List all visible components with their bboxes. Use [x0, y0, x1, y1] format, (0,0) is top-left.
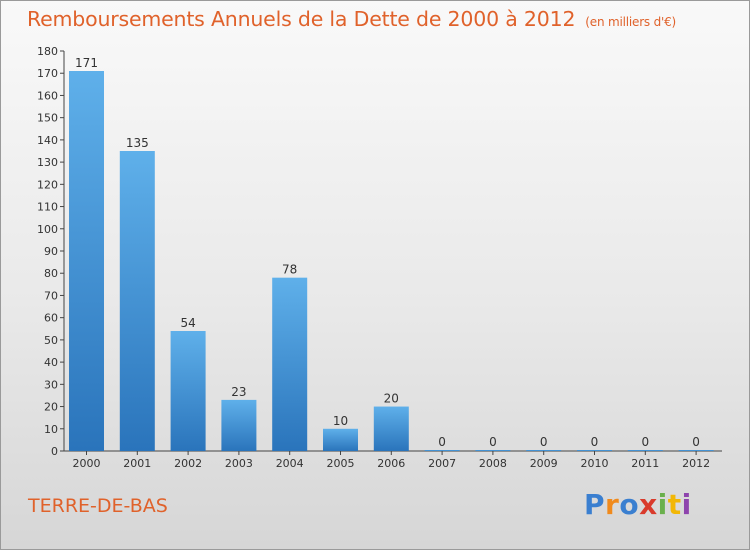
x-tick-label-2004: 2004: [276, 457, 304, 470]
x-tick-label-2007: 2007: [428, 457, 456, 470]
value-label-2011: 0: [641, 435, 649, 449]
y-tick-label: 30: [44, 378, 58, 391]
y-tick-label: 70: [44, 289, 58, 302]
x-tick-label-2010: 2010: [581, 457, 609, 470]
y-tick-label: 60: [44, 312, 58, 325]
bar-2002: [170, 331, 206, 451]
commune-name: TERRE-DE-BAS: [28, 495, 168, 517]
brand-letter: P: [584, 488, 606, 521]
value-label-2003: 23: [231, 385, 246, 399]
y-tick-label: 0: [51, 445, 58, 458]
bar-2007: [424, 450, 460, 451]
value-label-2009: 0: [540, 435, 548, 449]
y-tick-label: 160: [37, 89, 58, 102]
y-tick-label: 20: [44, 401, 58, 414]
bar-2009: [526, 450, 562, 451]
brand-letter: o: [619, 488, 640, 521]
y-tick-label: 80: [44, 267, 58, 280]
bars-group: [69, 71, 714, 451]
bar-2010: [577, 450, 612, 451]
bar-2011: [627, 450, 663, 451]
x-tick-label-2003: 2003: [225, 457, 253, 470]
value-label-2001: 135: [126, 136, 149, 150]
x-tick-label-2011: 2011: [631, 457, 659, 470]
y-tick-label: 170: [37, 67, 58, 80]
chart-title: Remboursements Annuels de la Dette de 20…: [27, 7, 676, 31]
brand-letter: i: [681, 488, 692, 521]
value-label-2010: 0: [591, 435, 599, 449]
y-tick-label: 100: [37, 223, 58, 236]
chart-unit: (en milliers d'€): [585, 15, 677, 29]
x-tick-label-2008: 2008: [479, 457, 507, 470]
bar-2000: [69, 71, 104, 451]
chart-title-text: Remboursements Annuels de la Dette de 20…: [27, 7, 576, 31]
labels-group: 1712000135200154200223200378200410200520…: [73, 56, 711, 470]
x-tick-label-2012: 2012: [682, 457, 710, 470]
bar-2005: [323, 428, 358, 451]
y-tick-label: 10: [44, 423, 58, 436]
value-label-2002: 54: [180, 316, 195, 330]
bar-2001: [119, 151, 155, 451]
bar-2006: [373, 406, 409, 451]
y-tick-label: 90: [44, 245, 58, 258]
x-tick-label-2001: 2001: [123, 457, 151, 470]
brand-letter: t: [667, 488, 682, 521]
value-label-2007: 0: [438, 435, 446, 449]
bar-2008: [475, 450, 511, 451]
y-tick-label: 180: [37, 45, 58, 58]
x-tick-label-2006: 2006: [377, 457, 405, 470]
brand-letter: r: [605, 488, 620, 521]
brand-letter: i: [657, 488, 668, 521]
value-label-2000: 171: [75, 56, 98, 70]
proxiti-logo: Proxiti: [584, 488, 692, 521]
value-label-2004: 78: [282, 263, 297, 277]
x-tick-label-2005: 2005: [327, 457, 355, 470]
value-label-2006: 20: [384, 392, 399, 406]
y-tick-label: 40: [44, 356, 58, 369]
value-label-2008: 0: [489, 435, 497, 449]
y-tick-label: 130: [37, 156, 58, 169]
axes: 0102030405060708090100110120130140150160…: [37, 45, 722, 458]
y-tick-label: 50: [44, 334, 58, 347]
y-tick-label: 110: [37, 201, 58, 214]
y-tick-label: 140: [37, 134, 58, 147]
x-tick-label-2009: 2009: [530, 457, 558, 470]
bar-2004: [272, 277, 308, 451]
y-tick-label: 150: [37, 112, 58, 125]
x-tick-label-2000: 2000: [73, 457, 101, 470]
bar-2012: [678, 450, 714, 451]
bar-2003: [221, 399, 257, 451]
x-tick-label-2002: 2002: [174, 457, 202, 470]
value-label-2012: 0: [692, 435, 700, 449]
value-label-2005: 10: [333, 414, 348, 428]
y-tick-label: 120: [37, 178, 58, 191]
brand-letter: x: [639, 488, 658, 521]
